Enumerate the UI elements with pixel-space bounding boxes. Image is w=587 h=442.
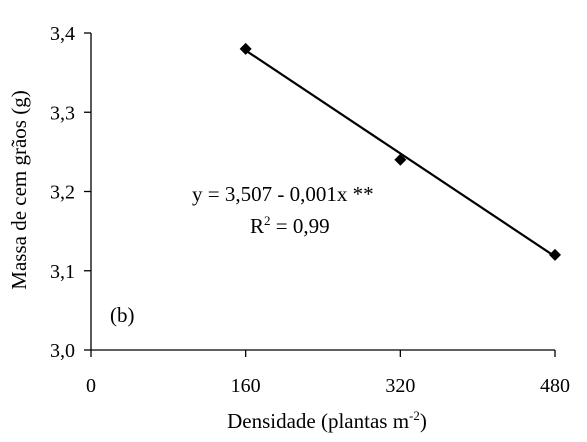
x-tick-label: 0 (86, 375, 96, 397)
x-tick-label: 480 (540, 375, 570, 397)
y-tick-label: 3,1 (50, 261, 75, 283)
y-tick-label: 3,4 (50, 23, 75, 45)
r-squared-label: R2 = 0,99 (250, 213, 330, 238)
data-point (549, 248, 561, 261)
y-tick-label: 3,2 (50, 182, 75, 204)
y-tick-label: 3,3 (50, 102, 75, 124)
data-points (239, 42, 561, 261)
regression-equation: y = 3,507 - 0,001x ** (192, 182, 374, 206)
x-tick-label: 160 (231, 375, 261, 397)
x-axis-title: Densidade (plantas m-2) (227, 408, 427, 433)
axes: 3,0 3,1 3,2 3,3 3,4 0 160 320 480 (50, 23, 570, 397)
trendline-group (245, 49, 556, 258)
trendline (245, 49, 556, 258)
y-axis-title: Massa de cem grãos (g) (7, 90, 31, 289)
data-point (394, 153, 407, 166)
data-point (239, 42, 252, 55)
panel-label: (b) (110, 303, 135, 327)
y-tick-label: 3,0 (50, 340, 75, 362)
x-tick-label: 320 (385, 375, 415, 397)
